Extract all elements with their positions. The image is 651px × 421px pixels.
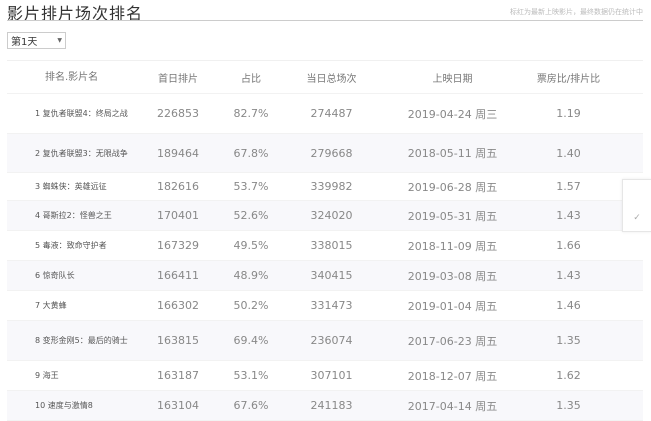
- table-row[interactable]: 6 惊奇队长 166411 48.9% 340415 2019-03-08 周五 1.43: [7, 261, 643, 291]
- cell-ratio: 1.46: [556, 299, 581, 312]
- cell-date: 2019-04-24 周三: [407, 107, 498, 121]
- ranking-table: 排名.影片名 首日排片 占比 当日总场次 上映日期 票房比/排片比 1 复仇者联…: [7, 60, 643, 421]
- cell-date: 2019-01-04 周五: [407, 299, 498, 313]
- table-row[interactable]: 8 变形金刚5：最后的骑士 163815 69.4% 236074 2017-06-23…: [7, 321, 643, 361]
- cell-first: 166411: [157, 269, 199, 282]
- cell-date: 2017-06-23 周五: [407, 334, 498, 348]
- cell-name: 8 变形金刚5：最后的骑士: [35, 336, 128, 345]
- table-row[interactable]: 10 速度与激情8 163104 67.6% 241183 2017-04-14 周五 1…: [7, 391, 643, 421]
- cell-total: 279668: [310, 146, 353, 160]
- cell-date: 2018-05-11 周五: [407, 147, 498, 160]
- cell-date: 2017-04-14 周五: [407, 399, 498, 413]
- cell-date: 2019-06-28 周五: [407, 180, 498, 194]
- cell-date: 2019-03-08 周五: [407, 269, 498, 283]
- cell-ratio: 1.57: [556, 180, 581, 193]
- cell-share: 69.4%: [233, 334, 269, 347]
- cell-name: 1 复仇者联盟4：终局之战: [35, 109, 128, 118]
- cell-total: 241183: [310, 399, 353, 412]
- table-row[interactable]: 4 哥斯拉2：怪兽之王 170401 52.6% 324020 2019-05-31 周…: [7, 201, 643, 231]
- cell-share: 48.9%: [233, 269, 269, 282]
- cell-first: 189464: [157, 146, 199, 160]
- cell-ratio: 1.66: [556, 239, 581, 252]
- cell-date: 2018-12-07 周五: [407, 369, 498, 383]
- cell-name: 10 速度与激情8: [35, 401, 93, 410]
- cell-name: 6 惊奇队长: [35, 271, 75, 280]
- table-row[interactable]: 9 海王 163187 53.1% 307101 2018-12-07 周五 1.62: [7, 361, 643, 391]
- cell-name: 5 毒液：致命守护者: [35, 241, 107, 250]
- cell-first: 170401: [157, 209, 199, 222]
- side-float-panel[interactable]: ✓: [622, 179, 651, 232]
- cell-share: 67.8%: [233, 146, 269, 160]
- note-text: 标红为最新上映影片，最终数据仍在统计中: [510, 8, 643, 16]
- cell-name: 9 海王: [35, 371, 59, 380]
- cell-total: 340415: [310, 269, 353, 282]
- cell-ratio: 1.19: [556, 107, 581, 120]
- table-row[interactable]: 5 毒液：致命守护者 167329 49.5% 338015 2018-11-09 周五…: [7, 231, 643, 261]
- cell-total: 236074: [310, 334, 353, 347]
- cell-ratio: 1.43: [556, 209, 581, 222]
- table-row[interactable]: 3 蜘蛛侠：英雄远征 182616 53.7% 339982 2019-06-28 周五…: [7, 173, 643, 201]
- cell-total: 338015: [310, 239, 353, 252]
- table-row[interactable]: 2 复仇者联盟3：无限战争 189464 67.8% 279668 2018-05-11…: [7, 134, 643, 173]
- column-header[interactable]: 首日排片: [158, 73, 198, 85]
- cell-total: 339982: [310, 180, 353, 193]
- cell-share: 67.6%: [233, 399, 269, 412]
- cell-total: 274487: [310, 107, 353, 120]
- cell-first: 226853: [157, 107, 199, 120]
- cell-name: 4 哥斯拉2：怪兽之王: [35, 211, 112, 220]
- table-header: 排名.影片名 首日排片 占比 当日总场次 上映日期 票房比/排片比: [7, 61, 643, 94]
- cell-date: 2018-11-09 周五: [407, 239, 498, 253]
- cell-ratio: 1.43: [556, 269, 581, 282]
- cell-date: 2019-05-31 周五: [407, 209, 498, 223]
- cell-ratio: 1.35: [556, 399, 581, 412]
- cell-first: 182616: [157, 180, 199, 193]
- cell-first: 163187: [157, 369, 199, 382]
- table-row[interactable]: 7 大黄蜂 166302 50.2% 331473 2019-01-04 周五 1.46: [7, 291, 643, 321]
- cell-share: 50.2%: [233, 299, 269, 312]
- cell-total: 307101: [310, 369, 353, 382]
- cell-name: 7 大黄蜂: [35, 301, 67, 310]
- cell-share: 49.5%: [233, 239, 269, 252]
- column-header[interactable]: 排名.影片名: [45, 71, 99, 83]
- page-title: 影片排片场次排名: [7, 4, 144, 23]
- cell-first: 166302: [157, 299, 199, 312]
- column-header[interactable]: 上映日期: [432, 73, 473, 85]
- cell-name: 2 复仇者联盟3：无限战争: [35, 148, 128, 158]
- chevron-down-icon: ▼: [57, 37, 62, 44]
- table-row[interactable]: 1 复仇者联盟4：终局之战 226853 82.7% 274487 2019-04-24…: [7, 94, 643, 134]
- title-divider: [7, 20, 643, 21]
- cell-share: 53.1%: [233, 369, 269, 382]
- day-select-value: 第1天: [11, 37, 38, 48]
- cell-share: 53.7%: [233, 180, 269, 193]
- cell-ratio: 1.40: [556, 146, 581, 160]
- cell-ratio: 1.35: [556, 334, 581, 347]
- cell-first: 167329: [157, 239, 199, 252]
- cell-share: 82.7%: [233, 107, 269, 120]
- column-header[interactable]: 当日总场次: [306, 73, 357, 85]
- column-header[interactable]: 占比: [241, 73, 261, 85]
- cell-ratio: 1.62: [556, 369, 581, 382]
- cell-total: 331473: [310, 299, 353, 312]
- check-icon: ✓: [633, 213, 641, 223]
- day-select[interactable]: 第1天 ▼: [7, 32, 66, 49]
- cell-first: 163104: [157, 399, 199, 412]
- column-header[interactable]: 票房比/排片比: [536, 73, 601, 85]
- cell-share: 52.6%: [233, 209, 269, 222]
- cell-first: 163815: [157, 334, 199, 347]
- cell-name: 3 蜘蛛侠：英雄远征: [35, 182, 107, 191]
- cell-total: 324020: [310, 209, 353, 222]
